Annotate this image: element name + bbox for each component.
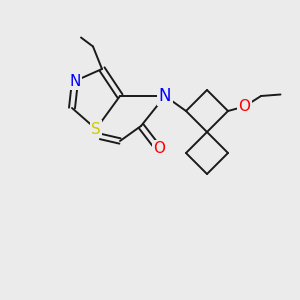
Text: N: N	[159, 87, 171, 105]
Text: O: O	[153, 141, 165, 156]
Text: O: O	[238, 99, 250, 114]
Text: N: N	[69, 74, 81, 88]
Text: S: S	[91, 122, 101, 136]
